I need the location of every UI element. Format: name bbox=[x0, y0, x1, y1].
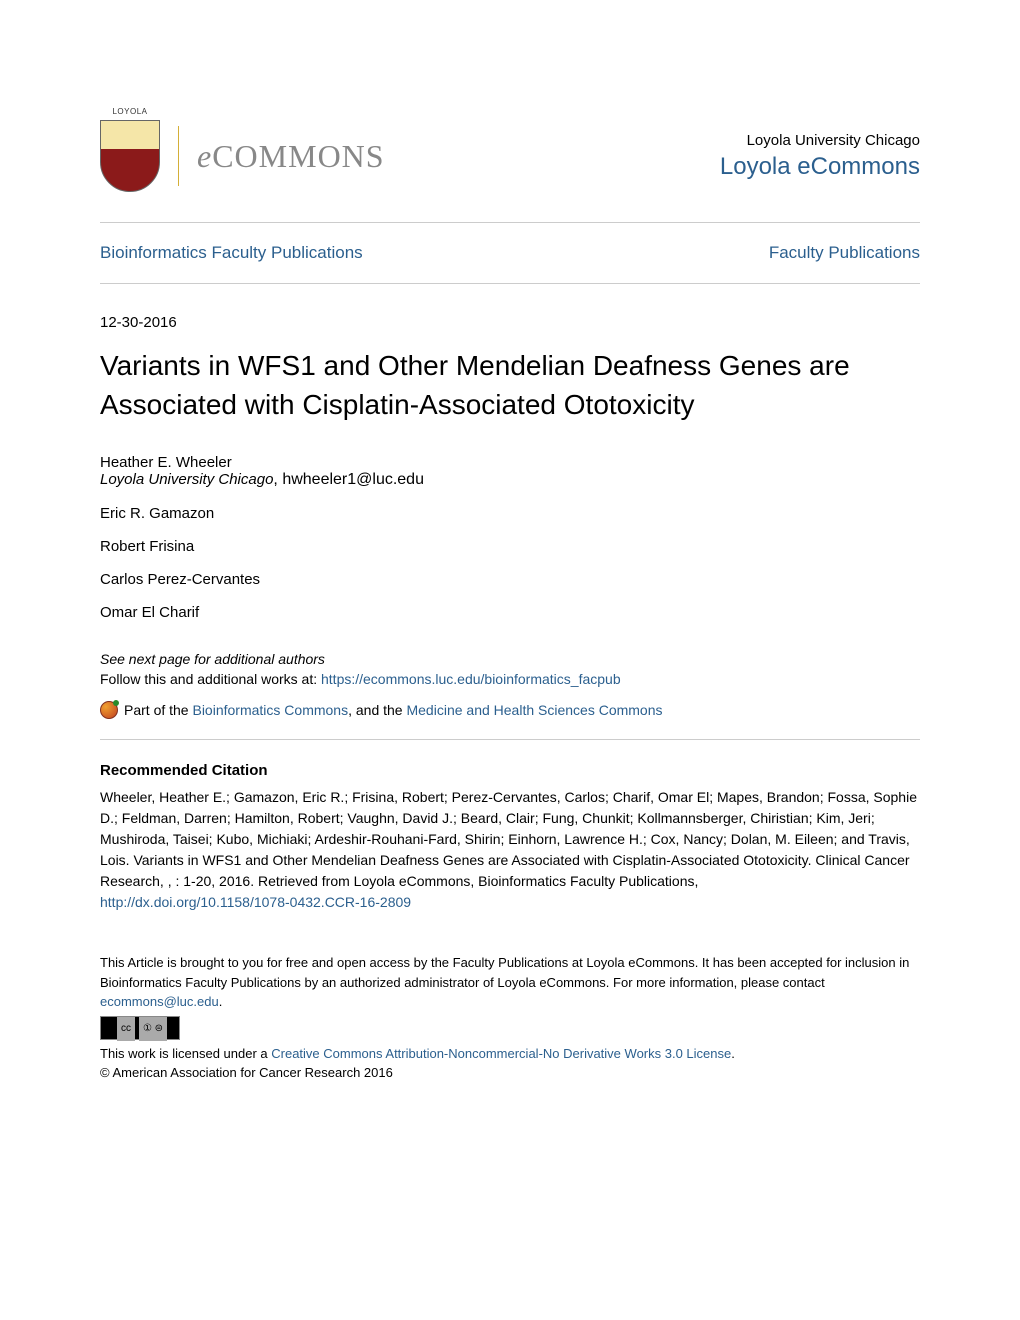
university-name: Loyola University Chicago bbox=[720, 132, 920, 149]
ecommons-logo: eCOMMONS bbox=[197, 138, 385, 175]
license-link[interactable]: Creative Commons Attribution-Noncommerci… bbox=[271, 1046, 731, 1061]
author-name: Robert Frisina bbox=[100, 538, 920, 555]
page-header: eCOMMONS Loyola University Chicago Loyol… bbox=[100, 120, 920, 192]
author: Robert Frisina bbox=[100, 538, 920, 555]
see-next-page: See next page for additional authors bbox=[100, 651, 920, 667]
divider bbox=[100, 283, 920, 284]
author-name: Carlos Perez-Cervantes bbox=[100, 571, 920, 588]
author-name: Heather E. Wheeler bbox=[100, 454, 920, 471]
citation-text: Wheeler, Heather E.; Gamazon, Eric R.; F… bbox=[100, 787, 920, 913]
author-name: Eric R. Gamazon bbox=[100, 505, 920, 522]
vertical-divider bbox=[178, 126, 179, 186]
doi-link[interactable]: http://dx.doi.org/10.1158/1078-0432.CCR-… bbox=[100, 894, 411, 910]
contact-email[interactable]: ecommons@luc.edu bbox=[100, 994, 219, 1009]
part-of-commons: Part of the Bioinformatics Commons, and … bbox=[100, 701, 920, 719]
commons-link-2[interactable]: Medicine and Health Sciences Commons bbox=[406, 702, 662, 718]
author: Heather E. Wheeler Loyola University Chi… bbox=[100, 454, 920, 489]
breadcrumb: Bioinformatics Faculty Publications Facu… bbox=[100, 223, 920, 283]
collection-url[interactable]: https://ecommons.luc.edu/bioinformatics_… bbox=[321, 671, 621, 687]
author: Omar El Charif bbox=[100, 604, 920, 621]
commons-link-1[interactable]: Bioinformatics Commons bbox=[192, 702, 348, 718]
repository-link[interactable]: Loyola eCommons bbox=[720, 153, 920, 181]
breadcrumb-collection[interactable]: Bioinformatics Faculty Publications bbox=[100, 243, 363, 263]
follow-text: Follow this and additional works at: htt… bbox=[100, 671, 920, 687]
author: Eric R. Gamazon bbox=[100, 505, 920, 522]
breadcrumb-parent[interactable]: Faculty Publications bbox=[769, 243, 920, 263]
copyright: © American Association for Cancer Resear… bbox=[100, 1065, 393, 1080]
cc-license-badge[interactable]: cc① ⊜ bbox=[100, 1016, 180, 1040]
divider bbox=[100, 739, 920, 740]
article-title: Variants in WFS1 and Other Mendelian Dea… bbox=[100, 346, 920, 424]
footer: This Article is brought to you for free … bbox=[100, 953, 920, 1083]
header-right: Loyola University Chicago Loyola eCommon… bbox=[720, 132, 920, 181]
publication-date: 12-30-2016 bbox=[100, 314, 920, 331]
logo-text: COMMONS bbox=[212, 138, 384, 174]
author: Carlos Perez-Cervantes bbox=[100, 571, 920, 588]
author-name: Omar El Charif bbox=[100, 604, 920, 621]
commons-globe-icon bbox=[100, 701, 118, 719]
citation-heading: Recommended Citation bbox=[100, 762, 920, 779]
loyola-shield-icon bbox=[100, 120, 160, 192]
author-affiliation: Loyola University Chicago, hwheeler1@luc… bbox=[100, 471, 920, 489]
logo-block: eCOMMONS bbox=[100, 120, 385, 192]
